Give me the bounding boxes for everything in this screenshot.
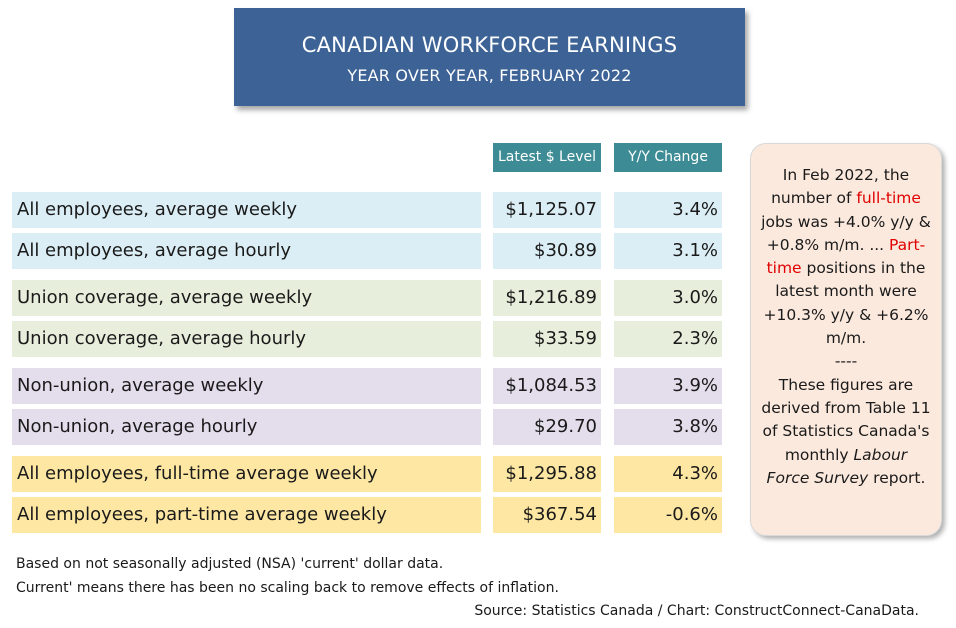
column-header-change: Y/Y Change — [614, 143, 722, 172]
row-change-value: 3.9% — [614, 368, 722, 404]
row-label: Non-union, average weekly — [12, 368, 481, 404]
note-box: In Feb 2022, the number of full-time job… — [750, 143, 942, 536]
column-header-level: Latest $ Level — [493, 143, 601, 172]
note-survey-name: Labour Force Survey — [766, 445, 908, 487]
row-change-value: 4.3% — [614, 456, 722, 492]
row-level-value: $1,125.07 — [493, 192, 601, 228]
note-separator: ---- — [834, 352, 858, 371]
row-label: Union coverage, average weekly — [12, 280, 481, 316]
row-level-value: $367.54 — [493, 497, 601, 533]
footnote-nsa: Based on not seasonally adjusted (NSA) '… — [16, 556, 444, 572]
note-highlight-full-time: full-time — [856, 189, 921, 208]
row-label: Union coverage, average hourly — [12, 321, 481, 357]
row-label: All employees, average weekly — [12, 192, 481, 228]
row-level-value: $1,216.89 — [493, 280, 601, 316]
row-level-value: $30.89 — [493, 233, 601, 269]
row-change-value: 3.8% — [614, 409, 722, 445]
row-change-value: -0.6% — [614, 497, 722, 533]
row-level-value: $33.59 — [493, 321, 601, 357]
footnote-current: Current' means there has been no scaling… — [16, 580, 559, 596]
chart-title: CANADIAN WORKFORCE EARNINGS — [301, 33, 678, 57]
chart-subtitle: YEAR OVER YEAR, FEBRUARY 2022 — [347, 66, 632, 85]
row-label: Non-union, average hourly — [12, 409, 481, 445]
row-label: All employees, part-time average weekly — [12, 497, 481, 533]
note-highlight-part-time: Part-time — [766, 235, 926, 278]
row-label: All employees, average hourly — [12, 233, 481, 269]
row-label: All employees, full-time average weekly — [12, 456, 481, 492]
note-text-1: In Feb 2022, the number of — [771, 166, 910, 208]
chart-title-box: CANADIAN WORKFORCE EARNINGS YEAR OVER YE… — [234, 8, 745, 106]
row-change-value: 2.3% — [614, 321, 722, 357]
row-level-value: $1,084.53 — [493, 368, 601, 404]
row-level-value: $1,295.88 — [493, 456, 601, 492]
row-change-value: 3.1% — [614, 233, 722, 269]
source-credit: Source: Statistics Canada / Chart: Const… — [474, 603, 919, 619]
note-text-3: positions in the latest month were +10.3… — [763, 259, 929, 348]
row-change-value: 3.4% — [614, 192, 722, 228]
note-text-2: jobs was +4.0% y/y & +0.8% m/m. ... — [761, 212, 931, 254]
row-level-value: $29.70 — [493, 409, 601, 445]
note-text-4: These figures are derived from Table 11 … — [761, 375, 931, 464]
row-change-value: 3.0% — [614, 280, 722, 316]
note-text-5: report. — [868, 468, 926, 487]
